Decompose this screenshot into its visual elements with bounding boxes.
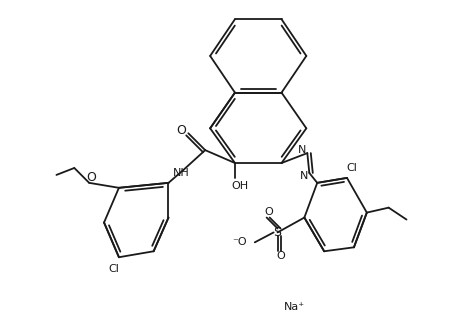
Text: O: O [86,171,96,184]
Text: O: O [276,251,285,261]
Text: N: N [298,145,307,155]
Text: Cl: Cl [109,264,119,274]
Text: O: O [177,124,187,137]
Text: S: S [273,226,282,239]
Text: O: O [264,207,273,216]
Text: ⁻O: ⁻O [232,237,247,247]
Text: NH: NH [173,168,190,178]
Text: OH: OH [231,181,248,191]
Text: Cl: Cl [347,163,357,173]
Text: Na⁺: Na⁺ [284,302,305,312]
Text: N: N [300,171,308,181]
